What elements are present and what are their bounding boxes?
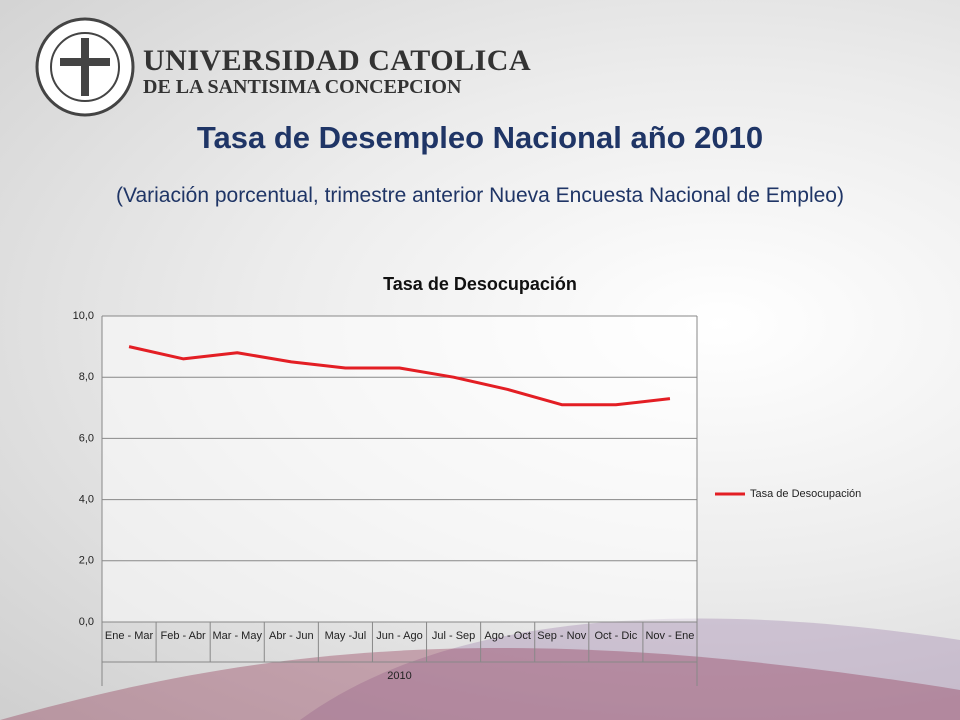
x-group-label: 2010 [387,670,412,682]
line-series [128,345,671,407]
chart-title: Tasa de Desocupación [383,274,577,294]
x-tick-label: Abr - Jun [268,630,314,642]
x-tick-label: Jun - Ago [376,630,423,642]
x-tick-label: Feb - Abr [160,630,206,642]
x-tick-label: Sep - Nov [537,630,587,642]
x-tick-label: Mar - May [212,630,262,642]
logo [35,17,135,117]
y-tick-label: 10,0 [73,310,94,322]
y-tick-label: 2,0 [79,555,94,567]
x-tick-label: Ago - Oct [484,630,531,642]
plot-area [102,316,697,622]
slide-subtitle: (Variación porcentual, trimestre anterio… [116,184,844,207]
y-tick-label: 4,0 [79,494,94,506]
x-tick-label: Nov - Ene [645,630,695,642]
x-tick-label: May -Jul [324,630,367,642]
x-tick-label: Jul - Sep [431,630,476,642]
university-subname: DE LA SANTISIMA CONCEPCION [143,76,462,98]
decor-swoosh [300,618,960,720]
legend-label: Tasa de Desocupación [750,488,861,500]
decor-swoosh [0,647,960,720]
y-tick-label: 0,0 [79,616,94,628]
x-tick-label: Ene - Mar [104,630,154,642]
slide-title: Tasa de Desempleo Nacional año 2010 [196,120,764,155]
x-tick-label: Oct - Dic [594,630,638,642]
y-tick-label: 6,0 [79,432,94,444]
university-name: UNIVERSIDAD CATOLICA [143,44,532,77]
y-tick-label: 8,0 [79,371,94,383]
